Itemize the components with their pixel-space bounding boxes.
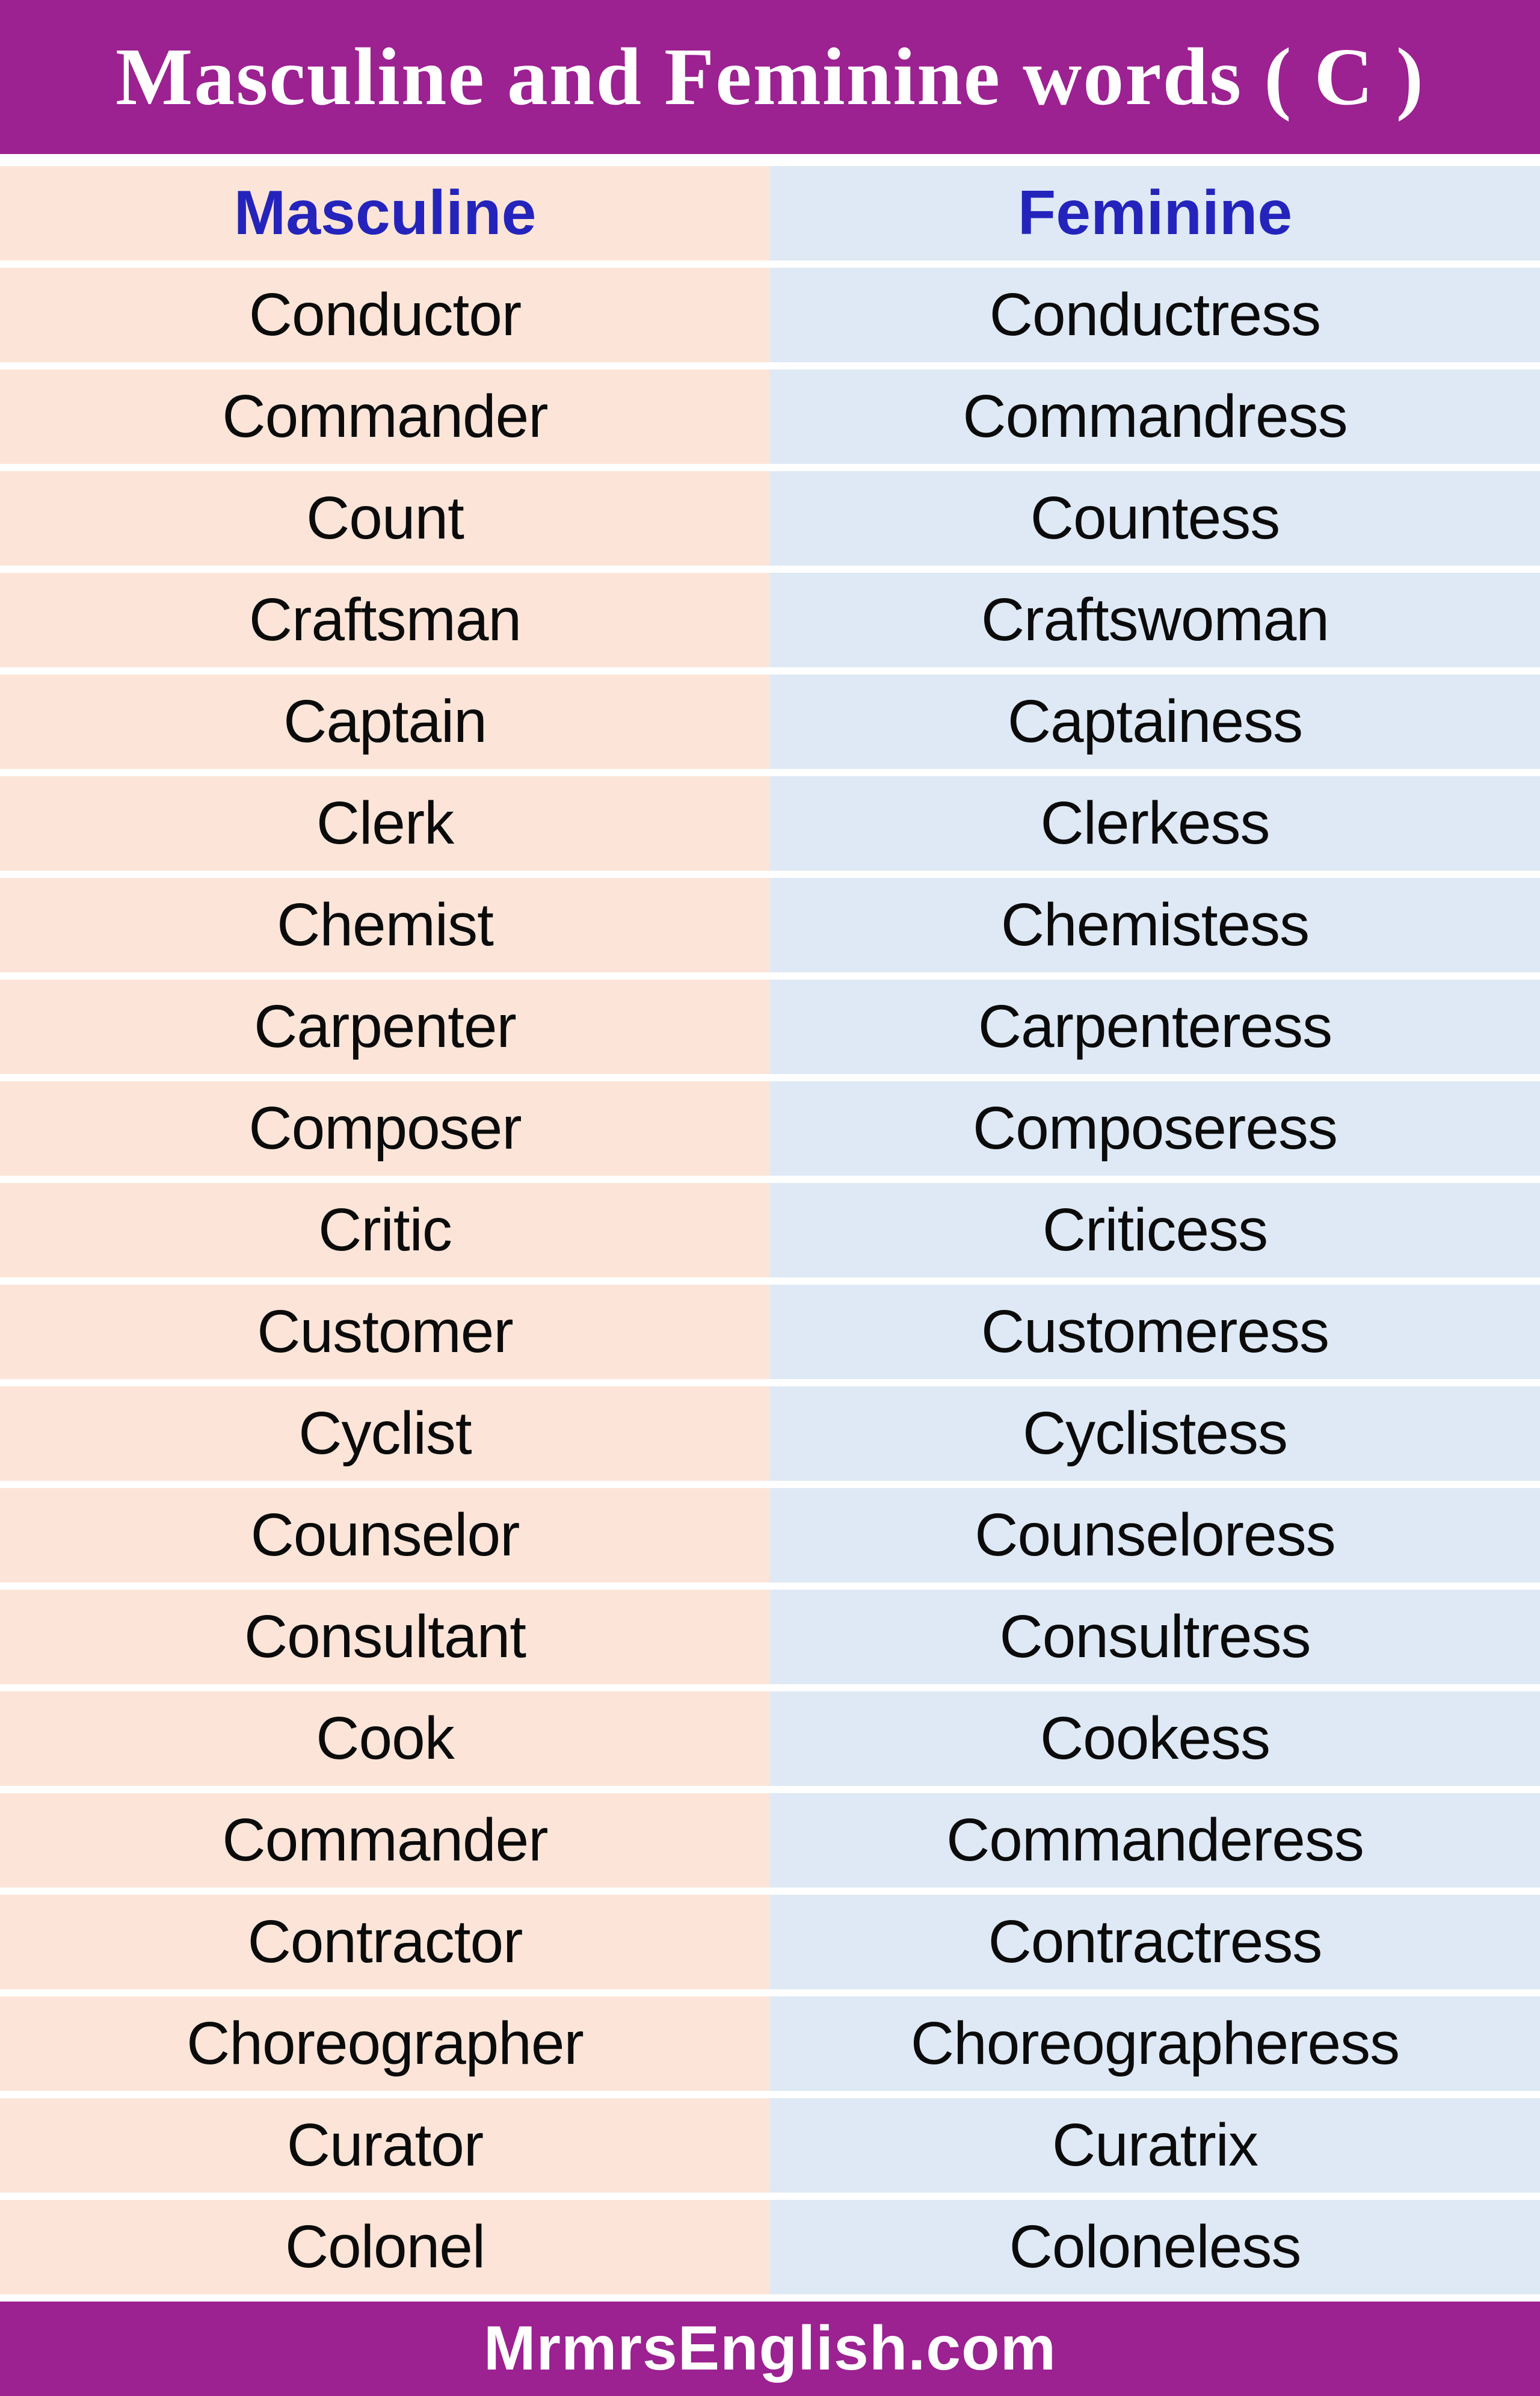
masculine-cell: Chemist bbox=[0, 878, 770, 972]
masculine-cell: Critic bbox=[0, 1183, 770, 1277]
feminine-cell: Curatrix bbox=[770, 2098, 1540, 2193]
table-row: Commander Commanderess bbox=[0, 1793, 1540, 1888]
feminine-cell: Coloneless bbox=[770, 2200, 1540, 2294]
feminine-cell: Commandress bbox=[770, 369, 1540, 464]
masculine-column-header: Masculine bbox=[0, 166, 770, 261]
masculine-cell: Carpenter bbox=[0, 980, 770, 1074]
table-row: Commander Commandress bbox=[0, 369, 1540, 464]
feminine-cell: Cookess bbox=[770, 1691, 1540, 1786]
masculine-cell: Cook bbox=[0, 1691, 770, 1786]
masculine-cell: Consultant bbox=[0, 1590, 770, 1684]
feminine-cell: Clerkess bbox=[770, 776, 1540, 871]
word-table: Masculine Feminine Conductor Conductress C… bbox=[0, 154, 1540, 2294]
feminine-cell: Contractress bbox=[770, 1895, 1540, 1989]
table-row: Critic Criticess bbox=[0, 1183, 1540, 1277]
table-row: Clerk Clerkess bbox=[0, 776, 1540, 871]
table-row: Count Countess bbox=[0, 471, 1540, 566]
table-row: Curator Curatrix bbox=[0, 2098, 1540, 2193]
masculine-cell: Craftsman bbox=[0, 573, 770, 667]
table-row: Carpenter Carpenteress bbox=[0, 980, 1540, 1074]
table-row: Captain Captainess bbox=[0, 675, 1540, 769]
masculine-cell: Counselor bbox=[0, 1488, 770, 1582]
feminine-cell: Chemistess bbox=[770, 878, 1540, 972]
feminine-cell: Choreographeress bbox=[770, 1996, 1540, 2091]
table-row: Colonel Coloneless bbox=[0, 2200, 1540, 2294]
feminine-cell: Countess bbox=[770, 471, 1540, 566]
feminine-cell: Cyclistess bbox=[770, 1386, 1540, 1481]
masculine-cell: Conductor bbox=[0, 268, 770, 362]
table-row: Chemist Chemistess bbox=[0, 878, 1540, 972]
feminine-column-header: Feminine bbox=[770, 166, 1540, 261]
masculine-cell: Cyclist bbox=[0, 1386, 770, 1481]
masculine-cell: Captain bbox=[0, 675, 770, 769]
table-row: Choreographer Choreographeress bbox=[0, 1996, 1540, 2091]
masculine-cell: Count bbox=[0, 471, 770, 566]
feminine-cell: Criticess bbox=[770, 1183, 1540, 1277]
masculine-cell: Composer bbox=[0, 1081, 770, 1176]
title-band: Masculine and Feminine words ( C ) bbox=[0, 0, 1540, 154]
column-header-row: Masculine Feminine bbox=[0, 166, 1540, 261]
page-title: Masculine and Feminine words ( C ) bbox=[116, 32, 1424, 122]
masculine-cell: Choreographer bbox=[0, 1996, 770, 2091]
feminine-cell: Customeress bbox=[770, 1285, 1540, 1379]
table-row: Counselor Counseloress bbox=[0, 1488, 1540, 1582]
footer-band: MrmrsEnglish.com bbox=[0, 2302, 1540, 2396]
masculine-cell: Clerk bbox=[0, 776, 770, 871]
masculine-cell: Contractor bbox=[0, 1895, 770, 1989]
table-row: Composer Composeress bbox=[0, 1081, 1540, 1176]
table-row: Cyclist Cyclistess bbox=[0, 1386, 1540, 1481]
feminine-cell: Consultress bbox=[770, 1590, 1540, 1684]
feminine-cell: Counseloress bbox=[770, 1488, 1540, 1582]
feminine-cell: Commanderess bbox=[770, 1793, 1540, 1888]
masculine-cell: Commander bbox=[0, 1793, 770, 1888]
masculine-cell: Customer bbox=[0, 1285, 770, 1379]
table-row: Cook Cookess bbox=[0, 1691, 1540, 1786]
masculine-cell: Colonel bbox=[0, 2200, 770, 2294]
table-row: Craftsman Craftswoman bbox=[0, 573, 1540, 667]
feminine-cell: Craftswoman bbox=[770, 573, 1540, 667]
website-name: MrmrsEnglish.com bbox=[483, 2314, 1057, 2383]
table-row: Contractor Contractress bbox=[0, 1895, 1540, 1989]
table-row: Conductor Conductress bbox=[0, 268, 1540, 362]
feminine-cell: Composeress bbox=[770, 1081, 1540, 1176]
table-row: Consultant Consultress bbox=[0, 1590, 1540, 1684]
masculine-cell: Curator bbox=[0, 2098, 770, 2193]
feminine-cell: Carpenteress bbox=[770, 980, 1540, 1074]
feminine-cell: Conductress bbox=[770, 268, 1540, 362]
masculine-cell: Commander bbox=[0, 369, 770, 464]
table-row: Customer Customeress bbox=[0, 1285, 1540, 1379]
feminine-cell: Captainess bbox=[770, 675, 1540, 769]
